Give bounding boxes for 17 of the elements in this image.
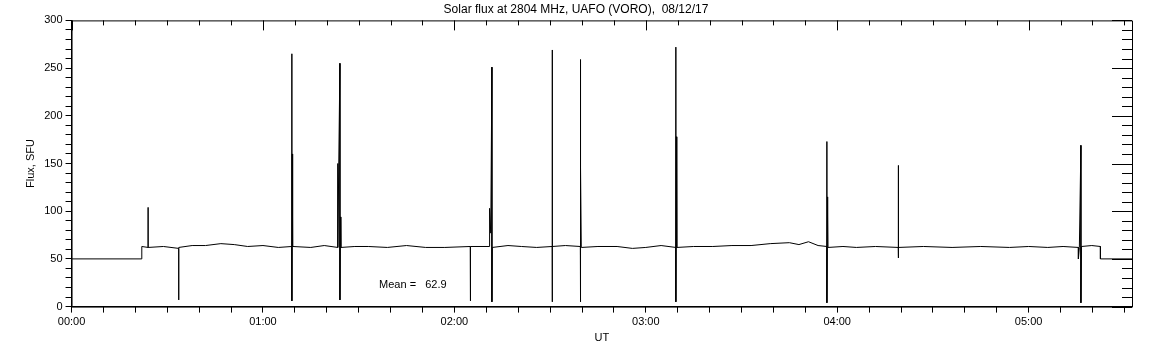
x-tick-label: 02:00 [440,315,469,328]
y-axis-title: Flux, SFU [23,139,36,188]
x-tick-label: 05:00 [1014,315,1043,328]
y-tick-label: 100 [44,204,63,217]
x-axis-title: UT [594,331,610,344]
y-tick-label: 300 [44,13,63,26]
x-tick-label: 00:00 [57,315,86,328]
y-tick-label: 50 [50,251,63,264]
y-tick-label: 0 [56,299,63,312]
x-tick-label: 01:00 [249,315,277,328]
chart-title: Solar flux at 2804 MHz, UAFO (VORO), 08/12/17 [443,1,709,16]
annotation: Mean = 62.9 [379,277,447,290]
y-tick-label: 250 [44,61,63,74]
y-tick-label: 150 [44,156,63,169]
y-tick-label: 200 [44,108,63,121]
x-tick-label: 03:00 [632,315,660,328]
x-tick-label: 04:00 [823,315,851,328]
